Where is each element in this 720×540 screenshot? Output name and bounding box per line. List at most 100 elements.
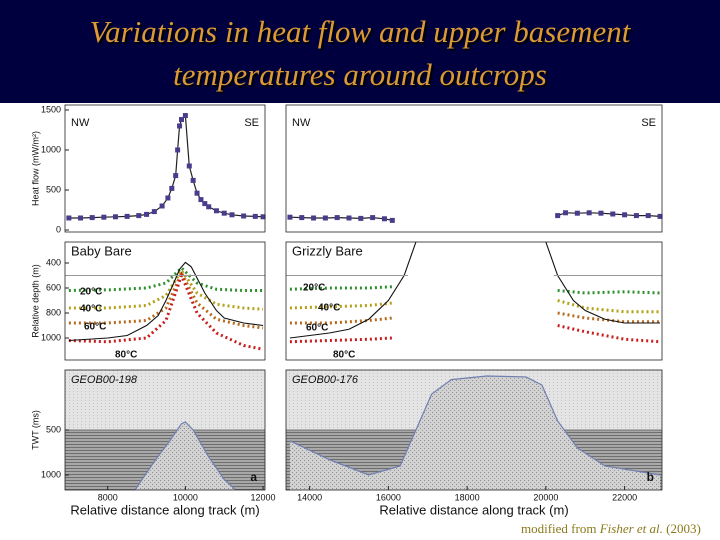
y-tick-label: 500 [46,184,61,194]
y-tick-label: 0 [56,224,61,234]
y-tick-label: 1000 [41,469,61,479]
isotherm [289,324,661,344]
x-axis-label: Relative distance along track (m) [379,502,568,517]
data-point [252,213,258,219]
data-point [555,213,561,219]
isotherm [289,311,661,325]
data-point [112,214,118,220]
credit-year: (2003) [666,521,701,536]
data-point [645,213,651,219]
y-axis-label: TWT (ms) [30,410,40,450]
data-point [175,147,181,153]
data-point [586,210,592,216]
slide-title: Variations in heat flow and upper baseme… [89,14,631,92]
data-point [202,201,208,207]
data-point [241,213,247,219]
data-point [206,204,212,210]
data-point [322,215,328,221]
data-point [389,217,395,223]
isotherm [68,267,264,311]
isotherm-label: 60°C [306,323,328,334]
data-point [346,215,352,221]
data-point [182,113,188,119]
data-point [260,214,266,220]
x-axis-label: Relative distance along track (m) [70,502,259,517]
panel-frame [285,104,663,233]
x-tick-label: 10000 [173,492,198,502]
data-point [633,213,639,219]
y-tick-label: 1500 [41,104,61,114]
y-tick-label: 1000 [41,332,61,342]
data-point [194,190,200,196]
isotherm-label: 40°C [318,303,340,314]
data-point [101,214,107,220]
corner-label: SE [244,117,259,129]
title-band: Variations in heat flow and upper baseme… [0,0,720,103]
data-point [381,216,387,222]
data-point [169,185,175,191]
panel-frame [285,241,663,361]
plot [68,114,264,219]
data-point [66,215,72,221]
panel-title: GEOB00-176 [292,374,359,386]
plot [65,370,265,490]
data-point [213,208,219,214]
panel-frame [285,369,663,491]
plot [289,212,661,221]
data-point [173,173,179,179]
data-point [657,213,663,219]
y-tick-label: 1000 [41,144,61,154]
data-point [151,209,157,215]
isotherm-label: 20°C [80,287,102,298]
isotherm-label: 40°C [80,304,102,315]
data-point [165,195,171,201]
data-point [358,215,364,221]
x-tick-label: 18000 [455,492,480,502]
data-point [610,211,616,217]
isotherm-label: 60°C [84,322,106,333]
data-point [370,215,376,221]
x-tick-label: 16000 [376,492,401,502]
data-point [299,215,305,221]
plot [286,370,662,490]
panel-title: GEOB00-198 [71,374,138,386]
data-point [159,203,165,209]
corner-label: NW [71,117,90,129]
y-axis-label: Relative depth (m) [30,264,40,338]
data-point [563,210,569,216]
isotherm-label: 20°C [303,283,325,294]
corner-label: NW [292,117,311,129]
data-point [124,213,130,219]
panel-frame [64,241,266,361]
panel-title: Grizzly Bare [292,243,363,258]
data-point [78,215,84,221]
data-point [136,213,142,219]
data-point [221,210,227,216]
data-point [186,163,192,169]
data-point [144,211,150,217]
data-point [311,215,317,221]
profile-line [68,261,264,342]
basement-outline [134,421,237,490]
panel-letter: b [647,470,654,484]
data-point [574,210,580,216]
data-point [177,123,183,129]
y-axis-label: Heat flow (mW/m²) [30,131,40,206]
data-point [287,214,293,220]
data-point [598,210,604,216]
credit-prefix: modified from [521,521,597,536]
isotherm-label: 80°C [115,350,137,361]
basement [134,421,236,490]
isotherm [68,265,264,292]
data-point [198,197,204,203]
isotherm [289,285,661,295]
data-point [89,215,95,221]
isotherm [68,269,264,330]
isotherm-label: 80°C [333,350,355,361]
x-tick-label: 14000 [297,492,322,502]
data-point [622,212,628,218]
basement-outline [289,375,661,476]
panel-letter: a [250,470,257,484]
